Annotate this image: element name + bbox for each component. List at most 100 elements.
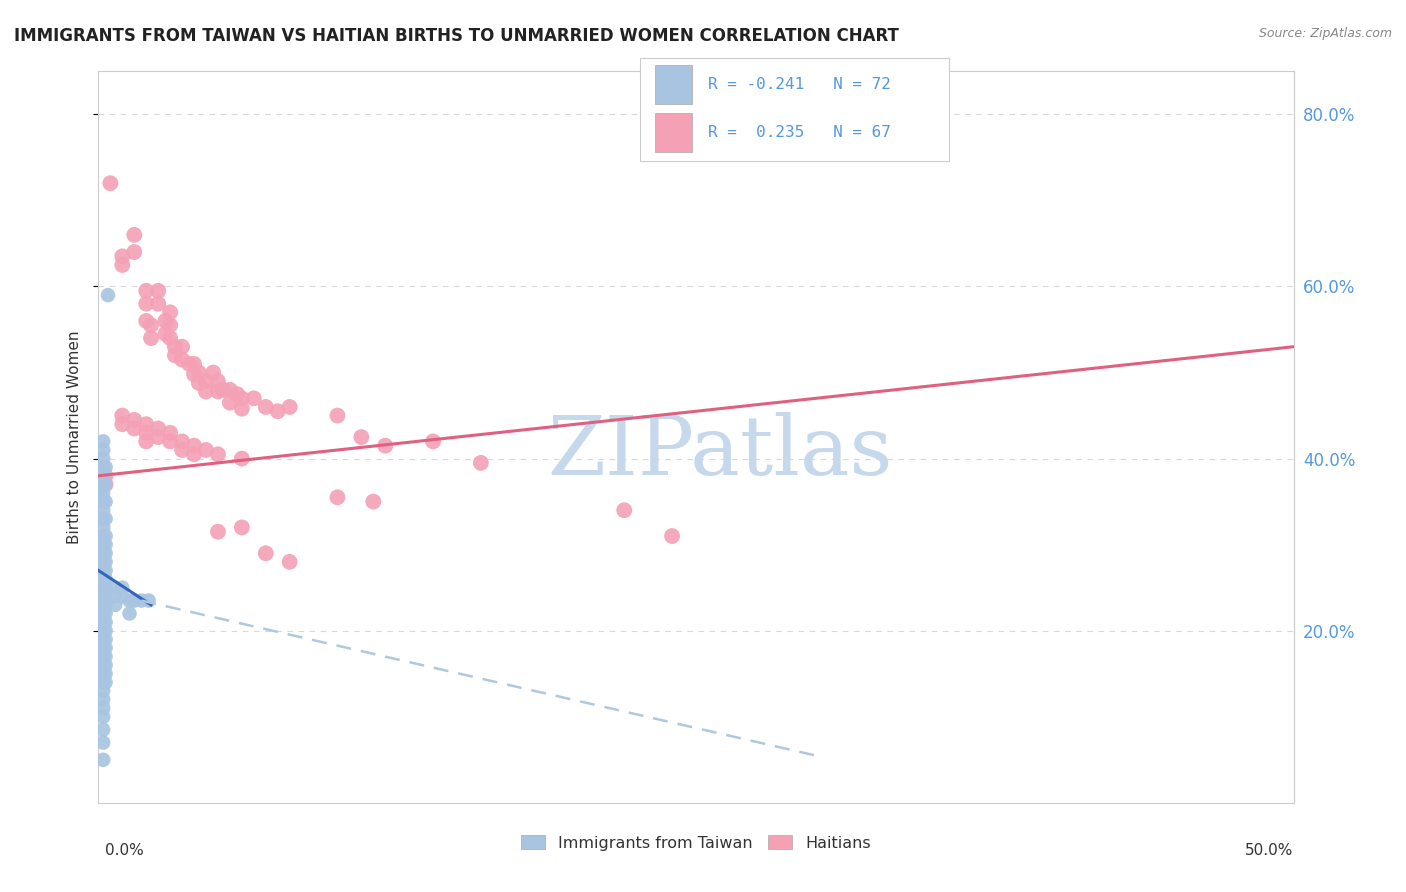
Point [98,176,122,190]
Point [159,318,181,333]
Point [159,331,181,345]
Point [267,404,290,418]
Point [91,632,114,647]
Point [207,447,229,461]
Point [195,442,218,457]
Point [139,318,162,333]
Point [94,624,117,638]
Point [91,581,114,595]
Point [94,468,117,483]
Point [183,447,205,461]
Text: IMMIGRANTS FROM TAIWAN VS HAITIAN BIRTHS TO UNMARRIED WOMEN CORRELATION CHART: IMMIGRANTS FROM TAIWAN VS HAITIAN BIRTHS… [14,27,898,45]
Point [613,503,636,517]
Point [94,529,117,543]
Point [231,451,253,466]
Point [91,512,114,526]
Point [91,503,114,517]
Text: 0.0%: 0.0% [105,843,145,858]
Text: 50.0%: 50.0% [1246,843,1294,858]
Point [91,701,114,715]
Point [219,383,242,397]
Point [94,546,117,560]
Point [138,593,160,607]
Point [183,439,205,453]
Point [148,284,170,298]
Point [91,460,114,475]
Point [148,296,170,310]
Point [94,607,117,621]
Point [118,607,141,621]
Point [111,589,134,603]
Point [91,710,114,724]
Point [91,555,114,569]
Point [135,314,157,328]
Point [135,417,157,432]
Point [91,442,114,457]
Point [118,593,141,607]
Point [195,384,218,399]
Point [94,477,117,491]
Point [94,494,117,508]
Point [207,374,229,388]
Point [326,409,349,423]
Text: R =  0.235   N = 67: R = 0.235 N = 67 [707,126,890,140]
Legend: Immigrants from Taiwan, Haitians: Immigrants from Taiwan, Haitians [515,829,877,857]
Point [94,675,117,690]
Point [172,352,194,367]
Point [94,564,117,578]
Point [97,288,120,302]
Point [91,692,114,706]
Point [231,401,253,416]
Point [124,245,146,260]
Point [374,439,396,453]
Point [159,305,181,319]
Point [187,366,209,380]
Point [226,387,249,401]
Point [91,468,114,483]
Point [91,529,114,543]
Point [159,425,181,440]
Point [207,524,229,539]
Point [172,434,194,449]
Point [91,624,114,638]
Point [94,572,117,586]
Point [135,425,157,440]
Point [470,456,492,470]
Point [163,340,186,354]
Point [179,357,201,371]
Point [207,384,229,399]
Point [94,658,117,673]
Point [91,538,114,552]
Text: R = -0.241   N = 72: R = -0.241 N = 72 [707,77,890,92]
Point [254,546,277,560]
Point [91,477,114,491]
Text: Source: ZipAtlas.com: Source: ZipAtlas.com [1258,27,1392,40]
Point [94,555,117,569]
Point [91,546,114,560]
Point [94,460,117,475]
Point [135,284,157,298]
Point [91,675,114,690]
Point [135,434,157,449]
Point [219,395,242,409]
Point [94,666,117,681]
Point [278,400,301,414]
Point [124,227,146,242]
Point [111,409,134,423]
Point [104,581,127,595]
Point [124,593,146,607]
Point [163,348,186,362]
Point [91,607,114,621]
Point [202,366,225,380]
Point [278,555,301,569]
Point [172,442,194,457]
Point [363,494,385,508]
Point [187,376,209,390]
Point [94,615,117,629]
Point [350,430,373,444]
Point [91,658,114,673]
Point [91,451,114,466]
Point [231,520,253,534]
Point [90,486,112,500]
Point [91,572,114,586]
